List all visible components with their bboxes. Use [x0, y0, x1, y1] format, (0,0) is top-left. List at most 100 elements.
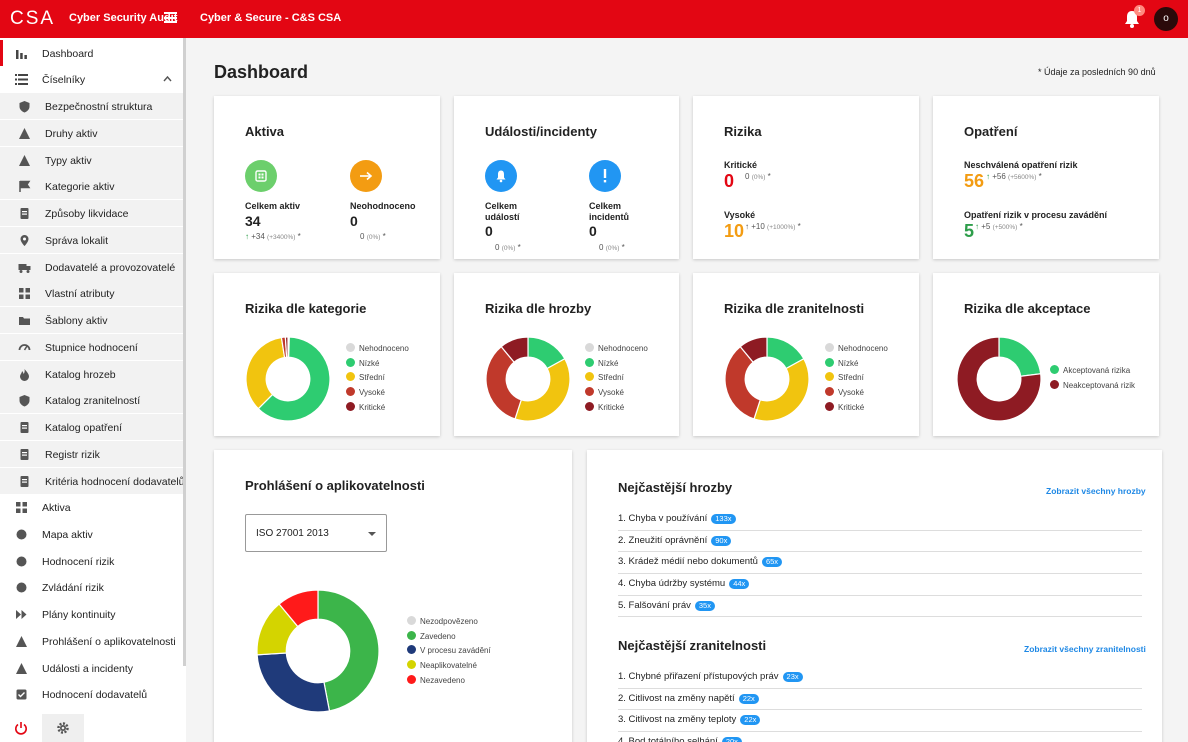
legend-item[interactable]: Nehodnoceno	[585, 343, 648, 358]
sidebar-item[interactable]: Mapa aktiv	[0, 521, 183, 547]
chevron-up-icon[interactable]	[163, 75, 172, 82]
sidebar-item[interactable]: Hodnocení dodavatelů	[0, 681, 183, 707]
sidebar-subitem[interactable]: Bezpečnostní struktura	[0, 93, 183, 119]
list-item[interactable]: 1. Chyba v používání 133x	[618, 509, 1142, 531]
sidebar-subitem[interactable]: Dodavatelé a provozovatelé	[0, 253, 183, 280]
sidebar-item[interactable]: Hodnocení rizik	[0, 548, 183, 574]
card-title: Aktiva	[245, 124, 285, 139]
legend-swatch	[585, 343, 594, 352]
legend-item[interactable]: Kritické	[585, 401, 648, 417]
list-item[interactable]: 4. Bod totálního selhání 20x	[618, 732, 1142, 742]
sidebar-subitem[interactable]: Katalog zranitelností	[0, 387, 183, 414]
legend-item[interactable]: Neakceptovaná rizik	[1050, 379, 1135, 395]
donut-slice-střední[interactable]	[753, 357, 810, 422]
standard-select[interactable]: ISO 27001 2013	[245, 514, 387, 552]
sidebar-item-label: Druhy aktiv	[45, 127, 98, 140]
legend-item[interactable]: Kritické	[825, 401, 888, 417]
donut-slice-vysoké[interactable]	[485, 345, 523, 420]
legend-label: Střední	[359, 373, 385, 383]
legend-item[interactable]: Nízké	[585, 357, 648, 373]
donut-slice-kritické[interactable]	[500, 336, 529, 364]
sidebar-item-ciselniky[interactable]: Číselníky	[0, 66, 183, 92]
risk-threat-donut[interactable]	[485, 336, 571, 422]
risk-category-donut[interactable]	[245, 336, 331, 422]
sidebar-item-label: Mapa aktiv	[42, 528, 93, 541]
sidebar-footer	[0, 714, 186, 742]
donut-slice-nezavedeno[interactable]	[278, 589, 319, 628]
sidebar-item[interactable]: Prohlášení o aplikovatelnosti	[0, 628, 183, 654]
top-threats-title: Nejčastější hrozby	[618, 480, 733, 495]
sidebar-subitem[interactable]: Stupnice hodnocení	[0, 333, 183, 360]
sidebar-subitem[interactable]: Druhy aktiv	[0, 119, 183, 146]
donut-slice-střední[interactable]	[245, 336, 286, 410]
legend-item[interactable]: Nehodnoceno	[825, 343, 888, 358]
legend-item[interactable]: Zavedeno	[407, 630, 491, 646]
legend-item[interactable]: Střední	[346, 372, 409, 387]
show-all-vulnerabilities-link[interactable]: Zobrazit všechny zranitelnosti	[1024, 644, 1146, 654]
donut-slice-kritické[interactable]	[739, 336, 768, 364]
donut-slice-střední[interactable]	[514, 357, 571, 422]
list-item[interactable]: 3. Krádež médií nebo dokumentů 65x	[618, 552, 1142, 575]
legend-item[interactable]: Kritické	[346, 401, 409, 417]
donut-slice-nízké[interactable]	[257, 336, 331, 422]
donut-slice-neakceptovaná-rizik[interactable]	[956, 336, 1042, 422]
legend-item[interactable]: Neaplikovatelné	[407, 660, 491, 675]
list-item[interactable]: 5. Falšování práv 35x	[618, 596, 1142, 618]
donut-slice-akceptovaná-rizika[interactable]	[998, 336, 1042, 377]
sidebar-item[interactable]: Zvládání rizik	[0, 574, 183, 600]
sidebar-scrollbar[interactable]	[183, 38, 186, 666]
sidebar-subitem[interactable]: Typy aktiv	[0, 146, 183, 173]
legend-item[interactable]: Nezodpovězeno	[407, 616, 491, 631]
legend-item[interactable]: V procesu zavádění	[407, 645, 491, 660]
sidebar-subitem[interactable]: Správa lokalit	[0, 226, 183, 253]
risk-vulnerability-donut[interactable]	[724, 336, 810, 422]
sidebar-item[interactable]: Události a incidenty	[0, 655, 183, 681]
donut-slice-kritické[interactable]	[284, 336, 289, 358]
legend-item[interactable]: Střední	[825, 372, 888, 387]
app-title: Cyber Security Audit	[69, 12, 178, 24]
legend-item[interactable]: Vysoké	[825, 387, 888, 402]
logout-button[interactable]	[0, 714, 42, 742]
organization-name: Cyber & Secure - C&S CSA	[200, 12, 342, 24]
card-title: Události/incidenty	[485, 124, 597, 139]
donut-slice-vysoké[interactable]	[724, 345, 762, 420]
list-item[interactable]: 1. Chybné přiřazení přístupových práv 23x	[618, 667, 1142, 689]
count-badge: 22x	[740, 715, 761, 726]
critical-value: 0	[724, 171, 735, 191]
legend-item[interactable]: Vysoké	[346, 387, 409, 402]
sidebar-subitem[interactable]: Registr rizik	[0, 440, 183, 467]
sidebar-subitem[interactable]: Šablony aktiv	[0, 307, 183, 333]
menu-icon[interactable]	[164, 12, 177, 23]
list-item[interactable]: 3. Citlivost na změny teploty 22x	[618, 710, 1142, 733]
sidebar-item[interactable]: Aktiva	[0, 494, 183, 520]
legend-item[interactable]: Nízké	[825, 357, 888, 373]
applicability-donut[interactable]	[256, 589, 380, 713]
sidebar-subitem[interactable]: Katalog opatření	[0, 414, 183, 440]
app-logo[interactable]: CSA	[10, 8, 56, 29]
list-item[interactable]: 4. Chyba údržby systému 44x	[618, 574, 1142, 596]
risk-acceptance-donut[interactable]	[956, 336, 1042, 422]
sidebar-item-label: Prohlášení o aplikovatelnosti	[42, 635, 176, 648]
sidebar-subitem[interactable]: Vlastní atributy	[0, 280, 183, 307]
settings-button[interactable]	[42, 714, 84, 742]
list-item[interactable]: 2. Zneužití oprávnění 90x	[618, 531, 1142, 553]
legend-item[interactable]: Akceptovaná rizika	[1050, 365, 1135, 380]
legend-item[interactable]: Nízké	[346, 357, 409, 373]
sidebar-item[interactable]: Plány kontinuity	[0, 601, 183, 627]
sidebar-subitem[interactable]: Kategorie aktiv	[0, 173, 183, 200]
top-bar: CSA Cyber Security Audit Cyber & Secure …	[0, 0, 1188, 38]
list-item[interactable]: 2. Citlivost na změny napětí 22x	[618, 689, 1142, 711]
legend-item[interactable]: Nezavedeno	[407, 674, 491, 690]
legend-item[interactable]: Vysoké	[585, 387, 648, 402]
continuity-icon	[16, 610, 27, 619]
show-all-threats-link[interactable]: Zobrazit všechny hrozby	[1046, 486, 1146, 496]
legend-item[interactable]: Střední	[585, 372, 648, 387]
avatar[interactable]: o	[1154, 7, 1178, 31]
donut-slice-zavedeno[interactable]	[317, 589, 380, 712]
sidebar-item-dashboard[interactable]: Dashboard	[0, 40, 183, 66]
sidebar-subitem[interactable]: Katalog hrozeb	[0, 360, 183, 387]
legend-item[interactable]: Nehodnoceno	[346, 343, 409, 358]
donut-slice-v-procesu-zavádění[interactable]	[256, 652, 331, 713]
sidebar-subitem[interactable]: Kritéria hodnocení dodavatelů	[0, 467, 185, 494]
sidebar-subitem[interactable]: Způsoby likvidace	[0, 200, 183, 226]
